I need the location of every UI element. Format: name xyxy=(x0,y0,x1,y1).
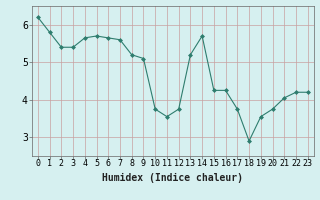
X-axis label: Humidex (Indice chaleur): Humidex (Indice chaleur) xyxy=(102,173,243,183)
